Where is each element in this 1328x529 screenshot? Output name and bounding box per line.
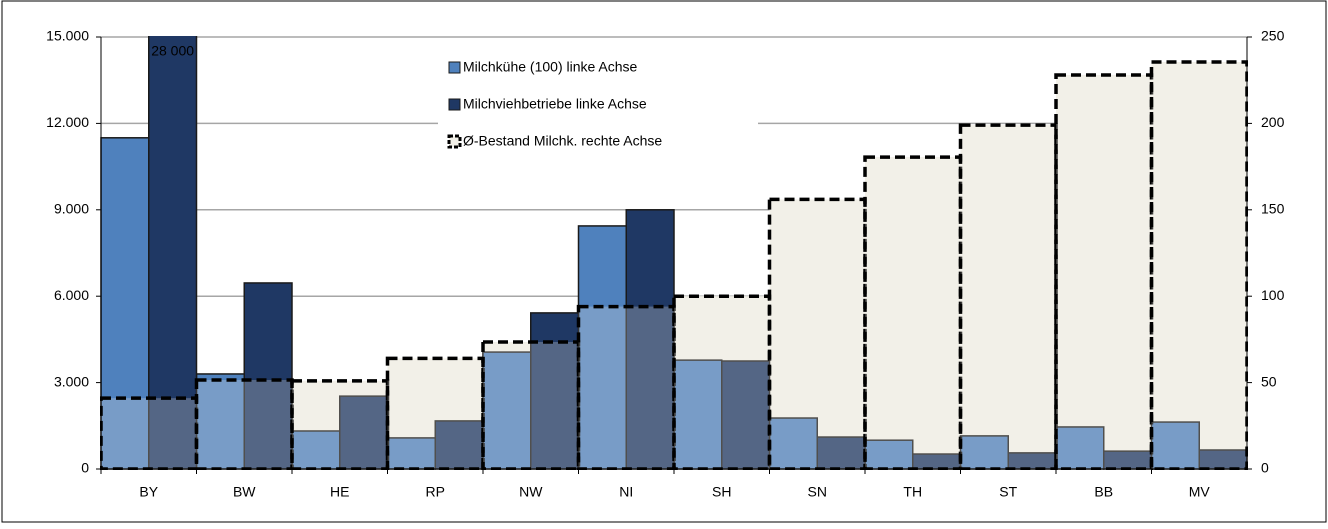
y2-tick-label: 250 (1261, 28, 1285, 44)
avg-outline (767, 197, 867, 470)
legend-swatch (448, 61, 461, 74)
avg-outline (481, 340, 581, 470)
avg-outline (672, 294, 772, 470)
bar (434, 420, 484, 470)
legend-label: Ø-Bestand Milchk. rechte Achse (463, 133, 662, 149)
x-tick-label: MV (1189, 484, 1211, 500)
y-tick-label: 3.000 (54, 373, 89, 389)
bar (625, 209, 675, 470)
avg-outline (576, 304, 676, 470)
avg-bar (960, 125, 1056, 470)
bar (100, 137, 150, 470)
x-tick-label: BY (139, 484, 158, 500)
bar (1055, 426, 1105, 470)
legend-label: Milchviehbetriebe linke Achse (463, 96, 647, 112)
avg-outline (385, 356, 485, 470)
y-tick-label: 0 (81, 460, 89, 476)
legend-swatch (448, 98, 461, 111)
avg-outline (1054, 73, 1154, 470)
y-tick-label: 12.000 (46, 114, 89, 130)
y2-tick-label: 100 (1261, 287, 1285, 303)
legend-label: Milchkühe (100) linke Achse (463, 59, 638, 75)
avg-bar (1151, 62, 1247, 469)
x-tick-label: ST (999, 484, 1017, 500)
bar (482, 351, 532, 470)
x-tick-label: TH (903, 484, 922, 500)
avg-outline (194, 378, 294, 470)
x-tick-label: HE (330, 484, 349, 500)
y2-tick-label: 0 (1261, 460, 1269, 476)
x-tick-label: SN (808, 484, 827, 500)
avg-bar (1056, 75, 1152, 470)
y2-tick-label: 50 (1261, 373, 1277, 389)
x-tick-label: NW (519, 484, 543, 500)
y-tick-label: 6.000 (54, 287, 89, 303)
y2-tick-label: 200 (1261, 114, 1285, 130)
x-tick-label: SH (712, 484, 731, 500)
legend-bg (438, 52, 758, 162)
y-tick-label: 9.000 (54, 201, 89, 217)
avg-outline (1149, 60, 1248, 470)
plot-area (100, 36, 1248, 470)
x-tick-label: BW (233, 484, 256, 500)
bar (577, 225, 627, 470)
bar (339, 395, 389, 470)
avg-bar (865, 157, 961, 469)
bar (148, 36, 198, 470)
bar (530, 312, 580, 470)
y-tick-label: 15.000 (46, 28, 89, 44)
x-tick-label: BB (1094, 484, 1113, 500)
avg-outline (863, 155, 963, 470)
legend-swatch (447, 134, 462, 149)
x-tick-label: RP (426, 484, 445, 500)
avg-outline (100, 396, 199, 470)
bar (243, 282, 293, 470)
avg-outline (290, 379, 390, 470)
data-label: 28 000 (151, 43, 194, 59)
avg-outline (958, 123, 1058, 470)
y2-tick-label: 150 (1261, 201, 1285, 217)
x-tick-label: NI (619, 484, 633, 500)
